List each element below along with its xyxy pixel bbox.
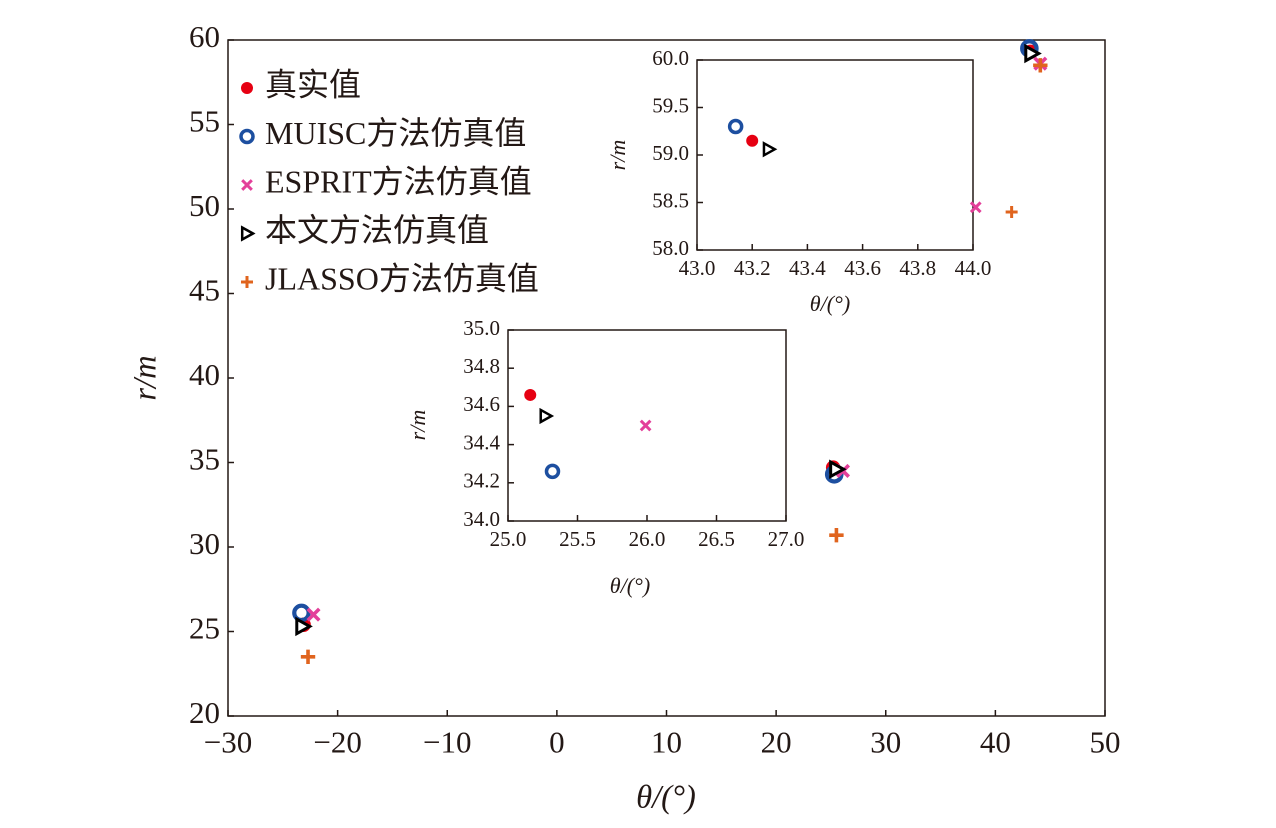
y-tick-label: 50 bbox=[189, 188, 220, 223]
x-tick-label: 0 bbox=[549, 725, 565, 760]
legend-label: 真实值 bbox=[265, 66, 361, 102]
point bbox=[1024, 43, 1042, 64]
y-tick-label: 35.0 bbox=[463, 316, 500, 340]
y-tick-label: 58.0 bbox=[652, 236, 689, 260]
point bbox=[241, 82, 253, 94]
x-tick-label: 26.5 bbox=[698, 527, 735, 551]
y-tick-label: 34.0 bbox=[463, 507, 500, 531]
y-tick-label: 30 bbox=[189, 526, 220, 561]
x-tick-label: 30 bbox=[870, 725, 901, 760]
x-tick-label: 43.0 bbox=[679, 256, 716, 280]
point bbox=[240, 225, 256, 242]
legend-label: JLASSO方法仿真值 bbox=[265, 260, 539, 296]
x-axis-label: θ/(°) bbox=[636, 779, 696, 815]
point bbox=[524, 388, 537, 401]
point bbox=[241, 276, 253, 288]
x-tick-label: 43.2 bbox=[734, 256, 771, 280]
y-tick-label: 20 bbox=[189, 695, 220, 730]
point bbox=[829, 459, 847, 480]
y-tick-label: 60 bbox=[189, 19, 220, 54]
y-tick-label: 34.2 bbox=[463, 469, 500, 493]
y-axis-label: r/m bbox=[127, 355, 163, 400]
x-axis-label: θ/(°) bbox=[810, 291, 850, 316]
point bbox=[239, 128, 255, 145]
x-tick-label: 43.6 bbox=[844, 256, 881, 280]
y-tick-label: 34.4 bbox=[463, 430, 500, 454]
y-tick-label: 58.5 bbox=[652, 188, 689, 212]
y-axis-label: r/m bbox=[605, 140, 630, 171]
point bbox=[544, 463, 561, 480]
y-tick-label: 59.5 bbox=[652, 93, 689, 117]
point bbox=[1033, 58, 1048, 73]
x-tick-label: 20 bbox=[761, 725, 792, 760]
point bbox=[829, 527, 844, 543]
x-axis-label: θ/(°) bbox=[610, 573, 650, 598]
y-axis-label: r/m bbox=[405, 410, 430, 441]
legend-label: 本文方法仿真值 bbox=[265, 212, 489, 248]
x-tick-label: −20 bbox=[313, 725, 361, 760]
point bbox=[762, 141, 778, 158]
y-tick-label: 34.8 bbox=[463, 354, 500, 378]
point bbox=[969, 201, 982, 214]
legend-label: MUISC方法仿真值 bbox=[265, 115, 526, 151]
plot-frame bbox=[696, 59, 974, 251]
x-tick-label: 27.0 bbox=[768, 527, 805, 551]
legend-label: ESPRIT方法仿真值 bbox=[265, 163, 532, 199]
y-tick-label: 34.6 bbox=[463, 392, 500, 416]
y-tick-label: 40 bbox=[189, 357, 220, 392]
point bbox=[727, 118, 744, 135]
point bbox=[306, 607, 321, 622]
y-tick-label: 45 bbox=[189, 273, 220, 308]
point bbox=[241, 179, 253, 191]
x-tick-label: 43.8 bbox=[899, 256, 936, 280]
x-tick-label: 50 bbox=[1090, 725, 1121, 760]
x-tick-label: 43.4 bbox=[789, 256, 826, 280]
x-tick-label: 44.0 bbox=[955, 256, 992, 280]
point bbox=[295, 616, 313, 637]
y-tick-label: 59.0 bbox=[652, 141, 689, 165]
x-tick-label: −30 bbox=[204, 725, 252, 760]
point bbox=[539, 407, 555, 425]
x-tick-label: 26.0 bbox=[629, 527, 666, 551]
x-tick-label: −10 bbox=[423, 725, 471, 760]
y-tick-label: 25 bbox=[189, 611, 220, 646]
point bbox=[746, 134, 759, 147]
y-tick-label: 60.0 bbox=[652, 46, 689, 70]
y-tick-label: 35 bbox=[189, 442, 220, 477]
x-tick-label: 25.5 bbox=[559, 527, 596, 551]
point bbox=[300, 649, 316, 665]
point bbox=[639, 419, 652, 432]
point bbox=[1005, 206, 1018, 218]
x-tick-label: 40 bbox=[980, 725, 1011, 760]
x-tick-label: 10 bbox=[651, 725, 682, 760]
y-tick-label: 55 bbox=[189, 104, 220, 139]
x-tick-label: 25.0 bbox=[490, 527, 527, 551]
